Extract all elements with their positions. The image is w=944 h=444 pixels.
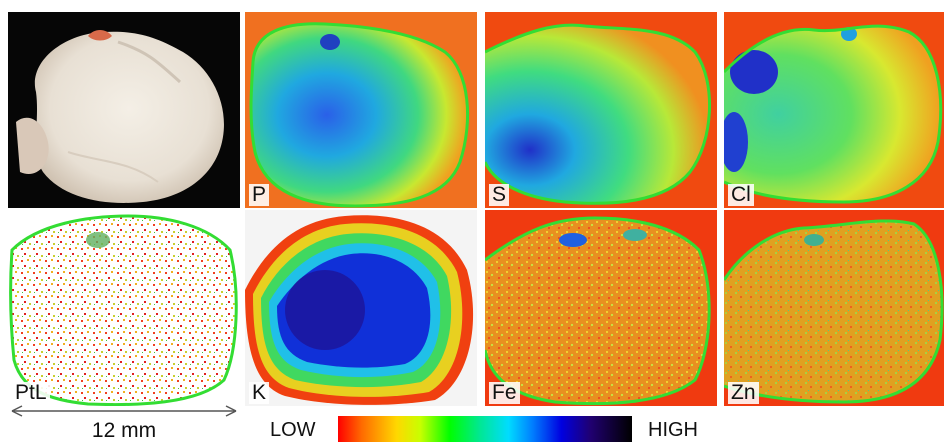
potassium-map: K	[245, 210, 477, 406]
element-label-k: K	[249, 382, 270, 404]
phosphorus-map: P	[245, 12, 477, 208]
element-label-fe: Fe	[489, 382, 520, 404]
iron-map: Fe	[485, 210, 717, 406]
ptl-map: PtL	[8, 210, 240, 406]
colorbar	[338, 416, 632, 442]
chlorine-map: Cl	[724, 12, 944, 208]
element-label-ptl: PtL	[12, 382, 50, 404]
scale-bar-label: 12 mm	[91, 419, 157, 442]
zinc-map: Zn	[724, 210, 944, 406]
colorbar-low-label: LOW	[270, 419, 316, 441]
scale-bar: 12 mm	[8, 403, 240, 443]
element-label-p: P	[249, 184, 270, 206]
sample-photo	[8, 12, 240, 208]
element-label-zn: Zn	[728, 382, 759, 404]
colorbar-high-label: HIGH	[648, 419, 698, 441]
element-label-cl: Cl	[728, 184, 754, 206]
sulfur-map: S	[485, 12, 717, 208]
scale-arrow-icon	[11, 405, 237, 417]
element-label-s: S	[489, 184, 510, 206]
